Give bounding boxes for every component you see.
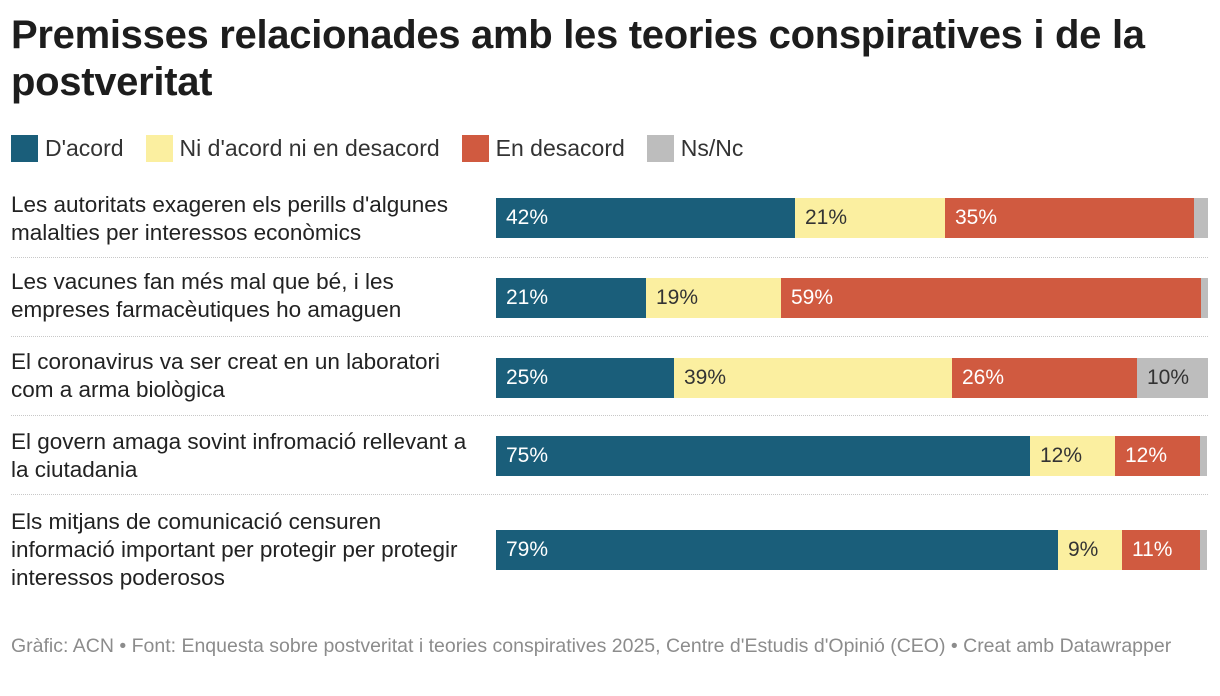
row-divider bbox=[11, 336, 1208, 337]
stacked-bar: 75% 12% 12% bbox=[496, 436, 1208, 476]
data-label: 21% bbox=[805, 206, 848, 229]
data-label: 35% bbox=[955, 206, 998, 229]
data-label: 75% bbox=[506, 444, 549, 467]
bar-segment: 79% bbox=[496, 530, 1058, 570]
legend-label: En desacord bbox=[495, 134, 625, 161]
data-label: 11% bbox=[1132, 538, 1173, 561]
row-divider bbox=[11, 494, 1208, 495]
data-label: 39% bbox=[684, 366, 727, 389]
bar-segment: 59% bbox=[781, 278, 1201, 318]
data-label: 26% bbox=[962, 366, 1005, 389]
row-divider bbox=[11, 415, 1208, 416]
bar-segment: 25% bbox=[496, 358, 674, 398]
bar-segment: 10% bbox=[1137, 358, 1208, 398]
legend-swatch bbox=[461, 134, 489, 162]
bar-segment: 21% bbox=[795, 198, 945, 238]
bar-segment bbox=[1200, 436, 1207, 476]
bar-segment: 39% bbox=[674, 358, 952, 398]
stacked-bar: 79% 9% 11% bbox=[496, 530, 1208, 570]
category-label: Els mitjans de comunicació censuren info… bbox=[11, 509, 458, 590]
data-label: 21% bbox=[506, 286, 549, 309]
chart-legend: D'acord Ni d'acord ni en desacord En desac… bbox=[11, 133, 765, 163]
data-label: 42% bbox=[506, 206, 549, 229]
legend-swatch bbox=[145, 134, 173, 162]
legend-item-3: Ns/Nc bbox=[646, 134, 744, 162]
stacked-bar: 42% 21% 35% bbox=[496, 198, 1208, 238]
category-label: Les vacunes fan més mal que bé, i les em… bbox=[11, 269, 402, 322]
bar-segment: 35% bbox=[945, 198, 1194, 238]
stacked-bar: 21% 19% 59% bbox=[496, 278, 1208, 318]
bar-segment bbox=[1200, 530, 1207, 570]
bar-segment: 9% bbox=[1058, 530, 1122, 570]
stacked-bar-chart: Les autoritats exageren els perills d'al… bbox=[0, 178, 1220, 598]
bar-segment: 19% bbox=[646, 278, 781, 318]
bar-segment: 12% bbox=[1030, 436, 1115, 476]
bar-segment: 12% bbox=[1115, 436, 1200, 476]
legend-swatch bbox=[11, 134, 38, 162]
data-label: 10% bbox=[1147, 366, 1190, 389]
data-label: 19% bbox=[656, 286, 699, 309]
data-label: 59% bbox=[791, 286, 834, 309]
bar-segment: 42% bbox=[496, 198, 795, 238]
legend-label: D'acord bbox=[45, 134, 124, 161]
bar-segment: 21% bbox=[496, 278, 646, 318]
data-label: 79% bbox=[506, 538, 549, 561]
category-label: Les autoritats exageren els perills d'al… bbox=[11, 192, 449, 245]
data-label: 25% bbox=[506, 366, 549, 389]
legend-item-2: En desacord bbox=[461, 134, 625, 162]
bar-segment: 11% bbox=[1122, 530, 1200, 570]
category-label: El coronavirus va ser creat en un labora… bbox=[11, 349, 440, 402]
legend-item-0: D'acord bbox=[11, 134, 124, 162]
bar-segment bbox=[1194, 198, 1208, 238]
legend-label: Ni d'acord ni en desacord bbox=[179, 134, 440, 161]
bar-segment: 75% bbox=[496, 436, 1030, 476]
data-label: 9% bbox=[1068, 538, 1099, 561]
bar-segment bbox=[1201, 278, 1208, 318]
chart-footer: Gràfic: ACN • Font: Enquesta sobre postv… bbox=[11, 635, 1172, 657]
data-label: 12% bbox=[1040, 444, 1083, 467]
stacked-bar: 25% 39% 26% 10% bbox=[496, 358, 1208, 398]
row-divider bbox=[11, 257, 1208, 258]
legend-item-1: Ni d'acord ni en desacord bbox=[145, 134, 440, 162]
category-label: El govern amaga sovint infromació rellev… bbox=[11, 429, 467, 482]
legend-label: Ns/Nc bbox=[680, 134, 744, 161]
chart-title: Premisses relacionades amb les teories c… bbox=[11, 13, 1145, 104]
data-label: 12% bbox=[1125, 444, 1168, 467]
bar-segment: 26% bbox=[952, 358, 1137, 398]
legend-swatch bbox=[646, 134, 674, 162]
